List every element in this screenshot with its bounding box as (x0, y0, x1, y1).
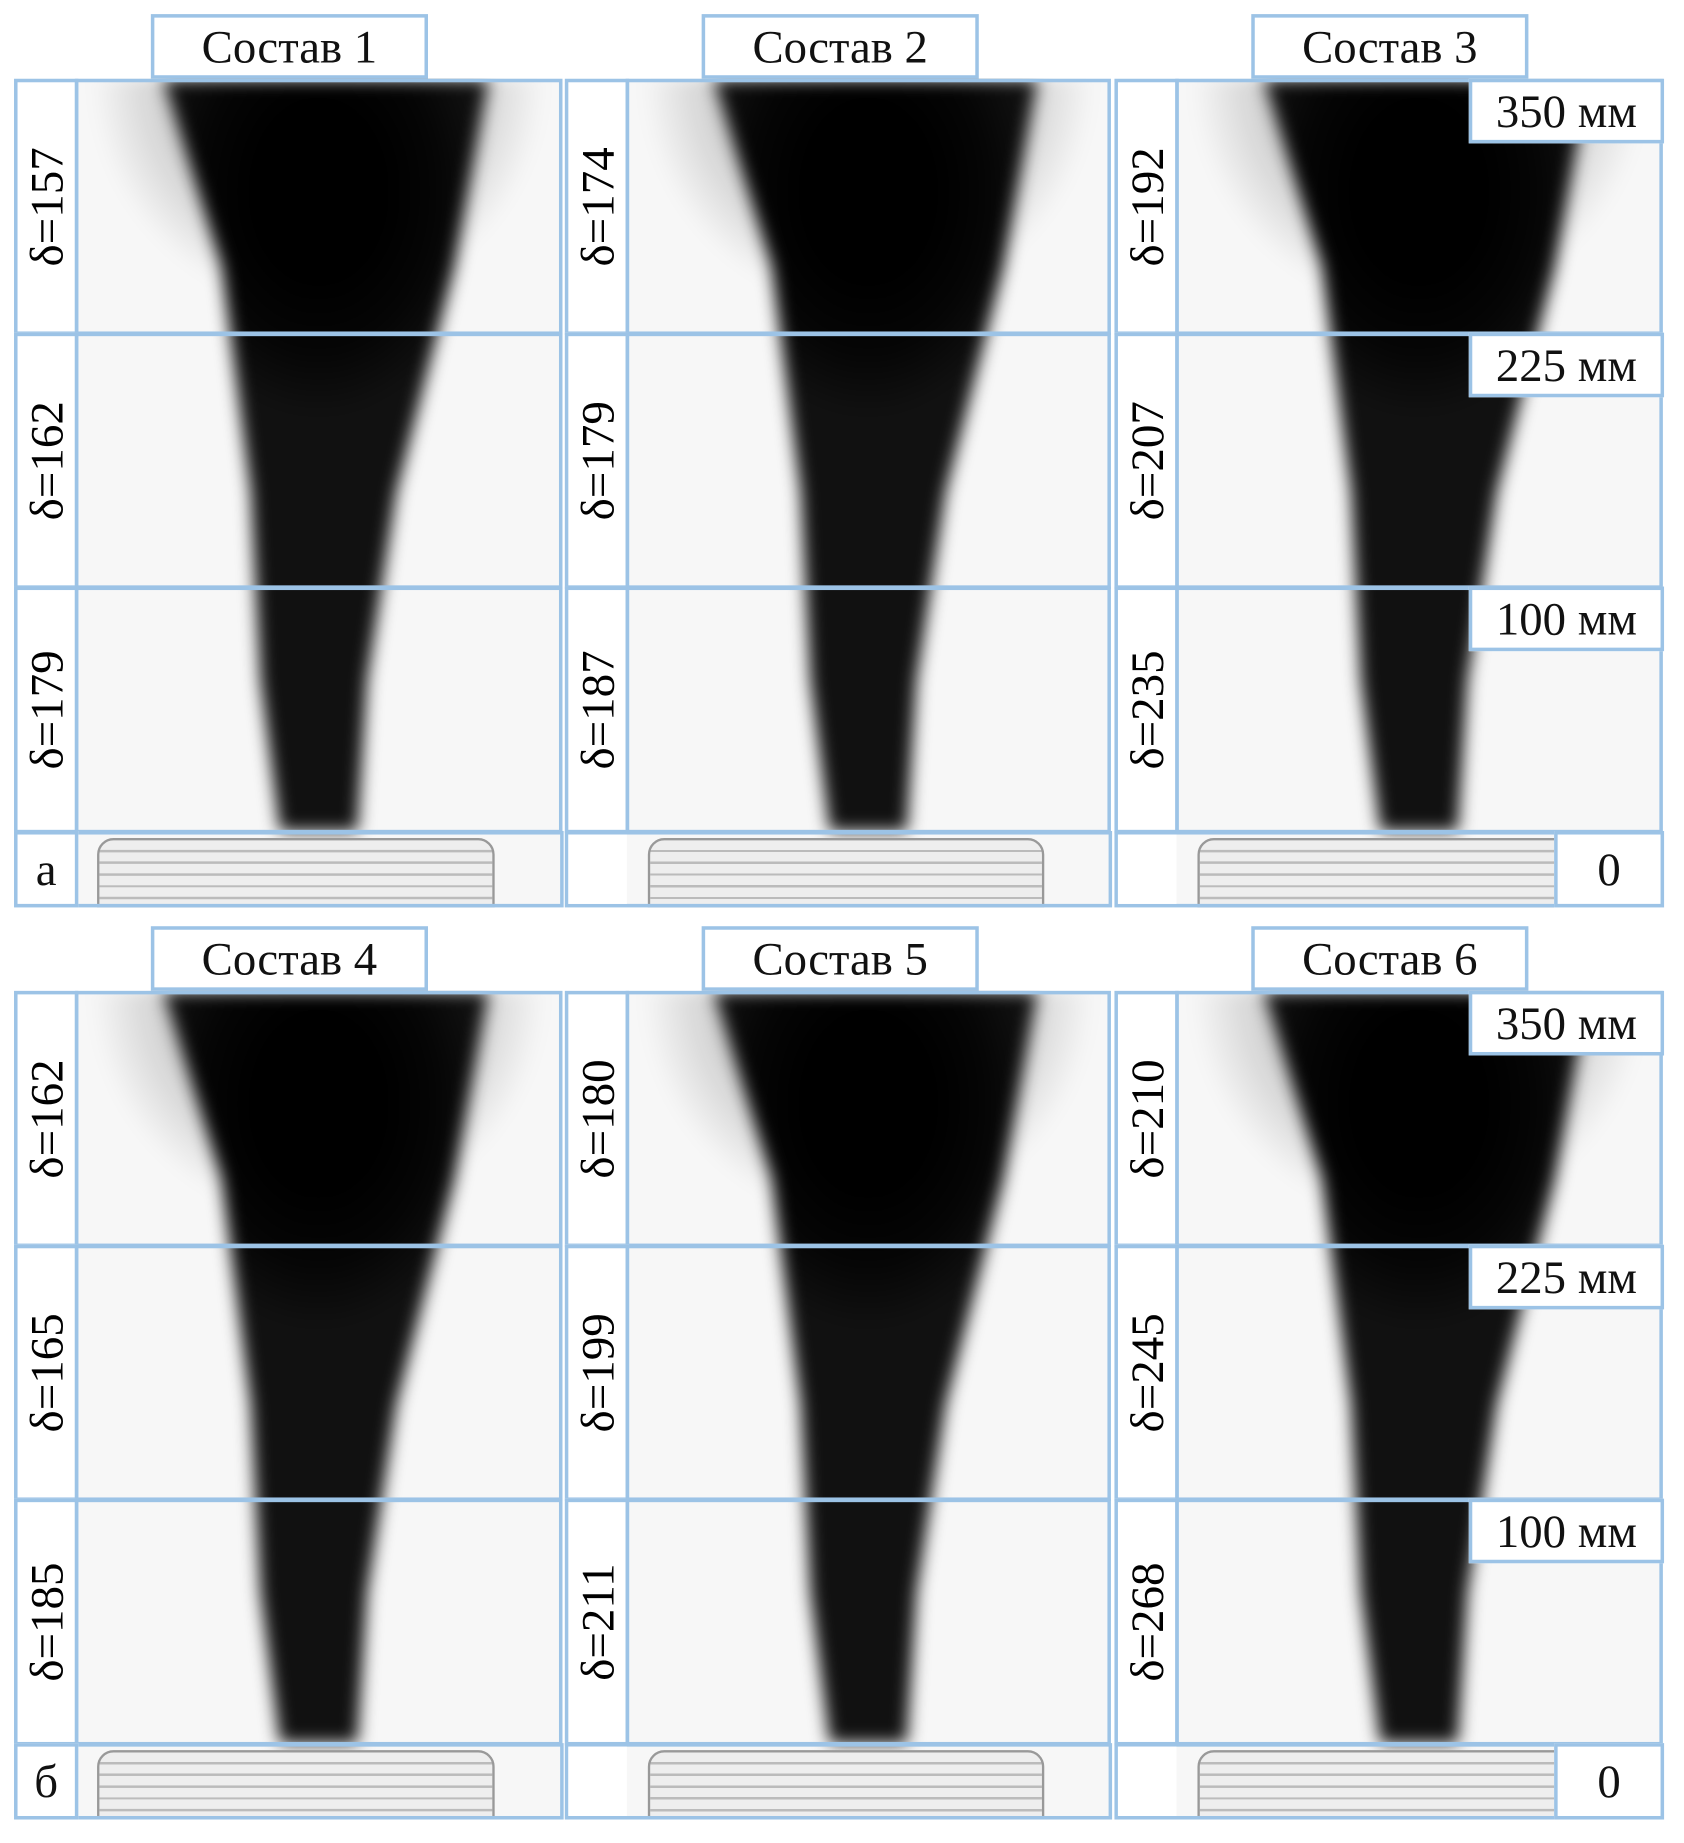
nozzle (647, 838, 1044, 908)
delta-value: δ=235 (1120, 650, 1173, 770)
label-blank (568, 834, 627, 904)
delta-label: δ=235 (1114, 586, 1179, 834)
delta-label: δ=165 (14, 1244, 79, 1501)
height-label: 100 мм (1468, 1498, 1665, 1564)
delta-value: δ=157 (19, 147, 73, 267)
composition-title: Состав 1 (150, 14, 429, 79)
delta-label: δ=210 (1114, 990, 1179, 1248)
height-label: 225 мм (1468, 332, 1665, 398)
height-label: 350 мм (1468, 990, 1665, 1056)
delta-label: δ=192 (1114, 78, 1179, 335)
delta-value: δ=179 (19, 650, 73, 770)
height-label: 100 мм (1468, 586, 1665, 652)
nozzle (97, 838, 496, 908)
spray-photo (1176, 990, 1662, 1820)
height-label: 350 мм (1468, 78, 1665, 144)
delta-label: δ=207 (1114, 332, 1179, 589)
spray-plume (626, 990, 1110, 1744)
delta-label: δ=199 (564, 1244, 630, 1501)
label-blank (1117, 834, 1177, 904)
panel-label: а (14, 831, 79, 908)
spray-plume (1176, 78, 1662, 832)
delta-label: δ=187 (564, 586, 630, 834)
delta-value: δ=210 (1120, 1059, 1173, 1179)
delta-label: δ=185 (14, 1498, 79, 1746)
delta-value: δ=180 (570, 1059, 624, 1179)
delta-label: δ=211 (564, 1498, 630, 1746)
spray-plume (626, 78, 1110, 832)
delta-label: δ=162 (14, 332, 79, 589)
label-blank (568, 1746, 627, 1816)
delta-value: δ=192 (1120, 147, 1173, 267)
composition-title: Состав 6 (1251, 926, 1529, 991)
spray-photo (76, 78, 562, 908)
delta-label: δ=179 (14, 586, 79, 834)
composition-title: Состав 2 (701, 14, 979, 79)
delta-value: δ=165 (19, 1313, 73, 1433)
delta-value: δ=179 (570, 401, 624, 521)
nozzle (1197, 1750, 1596, 1820)
spray-photo (1176, 78, 1662, 908)
zero-label: 0 (1554, 1743, 1665, 1820)
composition-title: Состав 4 (150, 926, 429, 991)
spray-photo (76, 990, 562, 1820)
delta-label: δ=268 (1114, 1498, 1179, 1746)
zero-label: 0 (1554, 831, 1665, 908)
spray-plume (76, 78, 562, 832)
delta-value: δ=245 (1120, 1313, 1173, 1433)
delta-value: δ=199 (570, 1313, 624, 1433)
delta-value: δ=174 (570, 147, 624, 267)
spray-photo (626, 78, 1110, 908)
delta-label: δ=180 (564, 990, 630, 1248)
delta-label: δ=245 (1114, 1244, 1179, 1501)
nozzle (97, 1750, 496, 1820)
delta-value: δ=211 (570, 1563, 624, 1681)
spray-plume (1176, 990, 1662, 1744)
delta-value: δ=162 (19, 401, 73, 521)
label-blank (1117, 1746, 1177, 1816)
spray-photo (626, 990, 1110, 1820)
height-label: 225 мм (1468, 1244, 1665, 1310)
delta-label: δ=179 (564, 332, 630, 589)
delta-value: δ=268 (1120, 1562, 1173, 1682)
nozzle (1197, 838, 1596, 908)
composition-title: Состав 3 (1251, 14, 1529, 79)
panel-label: б (14, 1743, 79, 1820)
delta-value: δ=185 (19, 1562, 73, 1682)
spray-plume (76, 990, 562, 1744)
delta-label: δ=157 (14, 78, 79, 335)
composition-title: Состав 5 (701, 926, 979, 991)
nozzle (647, 1750, 1044, 1820)
delta-label: δ=174 (564, 78, 630, 335)
delta-value: δ=162 (19, 1059, 73, 1179)
delta-value: δ=207 (1120, 401, 1173, 521)
delta-label: δ=162 (14, 990, 79, 1248)
delta-value: δ=187 (570, 650, 624, 770)
